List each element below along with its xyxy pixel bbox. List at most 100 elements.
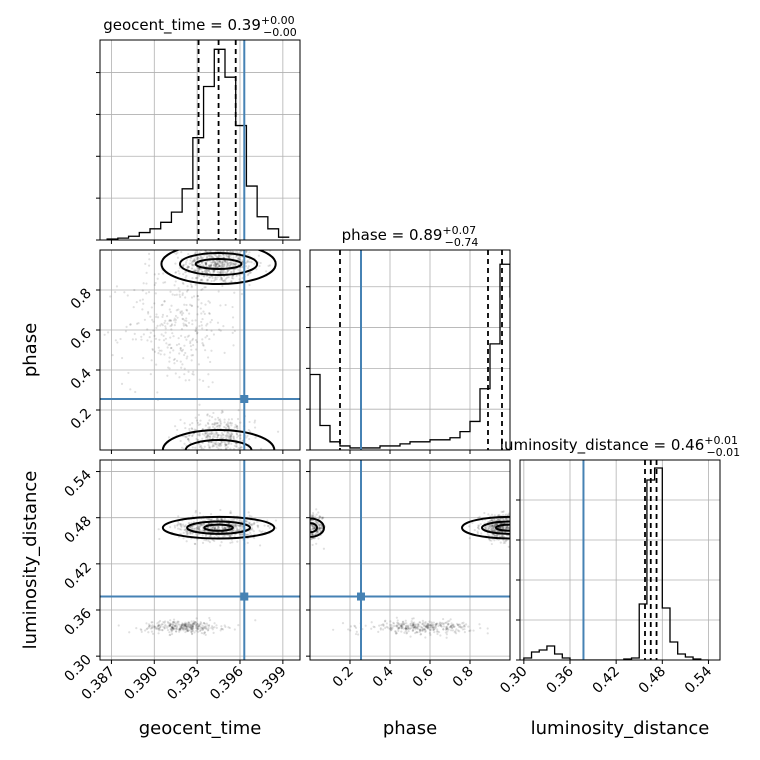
sample-point [442, 623, 445, 626]
sample-point [189, 303, 192, 306]
sample-point [180, 250, 183, 254]
sample-point [191, 276, 194, 280]
sample-point [187, 370, 190, 373]
sample-point [161, 324, 164, 327]
sample-point [186, 532, 189, 535]
sample-point [201, 528, 205, 531]
sample-point [419, 628, 422, 632]
sample-point [180, 625, 183, 628]
sample-point [213, 527, 216, 530]
sample-point [490, 527, 493, 530]
sample-point [235, 433, 239, 436]
sample-point [186, 266, 190, 269]
sample-point [174, 314, 178, 318]
sample-point [405, 628, 408, 631]
sample-point [153, 273, 156, 276]
sample-point [193, 622, 196, 625]
sample-point [391, 626, 394, 629]
sample-point [223, 263, 226, 266]
sample-point [423, 628, 427, 631]
sample-point [188, 312, 191, 315]
sample-point [440, 625, 443, 628]
sample-point [144, 629, 147, 632]
sample-point [301, 533, 303, 535]
sample-point [222, 245, 224, 247]
sample-point [214, 525, 217, 528]
sample-point [486, 627, 489, 630]
sample-point [144, 262, 147, 266]
sample-point [194, 269, 197, 273]
x-axis-label: luminosity_distance [531, 718, 710, 739]
sample-point [438, 623, 441, 626]
sample-point [219, 261, 222, 264]
sample-point [185, 626, 188, 630]
sample-point [194, 269, 198, 272]
sample-point [404, 619, 407, 622]
sample-point [253, 536, 256, 540]
sample-point [432, 626, 435, 629]
sample-point [195, 622, 198, 625]
sample-point [163, 300, 166, 303]
sample-point [231, 316, 235, 319]
sample-point [205, 627, 208, 631]
sample-point [225, 423, 228, 426]
sample-point [402, 620, 405, 623]
sample-point [311, 528, 315, 531]
sample-point [203, 530, 206, 533]
sample-point [207, 627, 210, 630]
sample-point [223, 271, 227, 274]
sample-point [488, 524, 491, 528]
sample-point [213, 427, 216, 430]
sample-point [438, 621, 441, 624]
sample-point [414, 625, 417, 628]
sample-point [229, 250, 232, 253]
sample-point [193, 428, 196, 431]
sample-point [145, 292, 148, 295]
sample-point [434, 626, 438, 629]
sample-point [235, 246, 237, 248]
sample-point [217, 263, 220, 266]
sample-point [187, 439, 191, 442]
sample-point [349, 625, 353, 628]
sample-point [193, 268, 196, 271]
sample-point [196, 433, 200, 436]
sample-point [238, 524, 242, 527]
sample-point [173, 620, 176, 624]
sample-point [490, 523, 493, 526]
sample-point [223, 418, 226, 421]
sample-point [258, 529, 261, 532]
sample-point [379, 627, 382, 630]
sample-point [237, 256, 240, 259]
sample-point [235, 518, 239, 521]
sample-point [305, 528, 307, 530]
sample-point [178, 272, 181, 275]
sample-point [222, 436, 225, 439]
sample-point [200, 278, 203, 281]
sample-point [221, 525, 224, 529]
sample-point [166, 626, 169, 629]
sample-point [207, 628, 210, 631]
sample-point [198, 403, 201, 406]
sample-point [194, 621, 197, 624]
sample-point [488, 526, 491, 529]
sample-point [491, 519, 494, 522]
sample-point [210, 261, 214, 264]
sample-point [192, 264, 195, 267]
sample-point [241, 247, 243, 249]
sample-point [488, 534, 491, 537]
sample-point [416, 631, 419, 634]
sample-point [412, 623, 415, 626]
sample-point [214, 264, 218, 267]
sample-point [430, 626, 433, 629]
sample-point [198, 526, 201, 529]
sample-point [222, 325, 225, 328]
sample-point [246, 541, 249, 544]
sample-point [204, 261, 207, 264]
sample-point [151, 348, 154, 352]
sample-point [180, 626, 183, 629]
sample-point [190, 304, 194, 308]
sample-point [246, 434, 249, 437]
sample-point [237, 447, 240, 450]
sample-point [203, 631, 206, 634]
sample-point [320, 526, 323, 530]
